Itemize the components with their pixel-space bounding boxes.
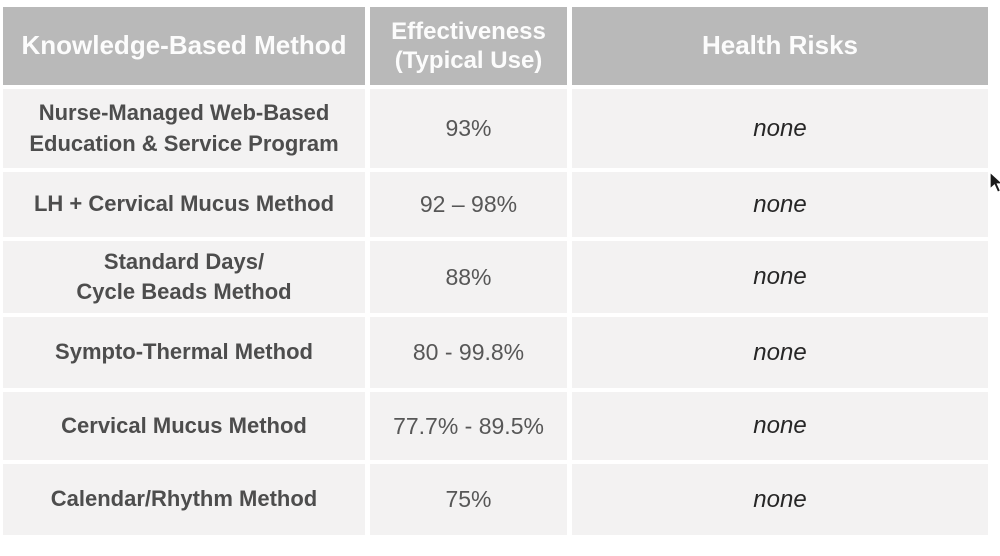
table-cell-effectiveness: 77.7% - 89.5% — [370, 392, 567, 460]
table-cell-effectiveness: 75% — [370, 464, 567, 535]
column-header-health-risks: Health Risks — [572, 7, 988, 85]
table-cell-effectiveness: 92 – 98% — [370, 172, 567, 237]
table-cell-health-risks: none — [572, 317, 988, 388]
table-cell-effectiveness: 93% — [370, 89, 567, 168]
table-cell-method: Cervical Mucus Method — [3, 392, 365, 460]
table-cell-health-risks: none — [572, 241, 988, 313]
table-cell-health-risks: none — [572, 392, 988, 460]
methods-table: Knowledge-Based Method Effectiveness (Ty… — [3, 7, 988, 535]
table-cell-health-risks: none — [572, 464, 988, 535]
table-cell-method: LH + Cervical Mucus Method — [3, 172, 365, 237]
column-header-method: Knowledge-Based Method — [3, 7, 365, 85]
table-cell-effectiveness: 88% — [370, 241, 567, 313]
table-cell-health-risks: none — [572, 89, 988, 168]
table-cell-method: Sympto-Thermal Method — [3, 317, 365, 388]
table-cell-method: Standard Days/ Cycle Beads Method — [3, 241, 365, 313]
table-cell-method: Calendar/Rhythm Method — [3, 464, 365, 535]
arrow-cursor-icon — [989, 171, 1000, 194]
table-cell-method: Nurse-Managed Web-Based Education & Serv… — [3, 89, 365, 168]
column-header-effectiveness: Effectiveness (Typical Use) — [370, 7, 567, 85]
table-cell-effectiveness: 80 - 99.8% — [370, 317, 567, 388]
table-cell-health-risks: none — [572, 172, 988, 237]
